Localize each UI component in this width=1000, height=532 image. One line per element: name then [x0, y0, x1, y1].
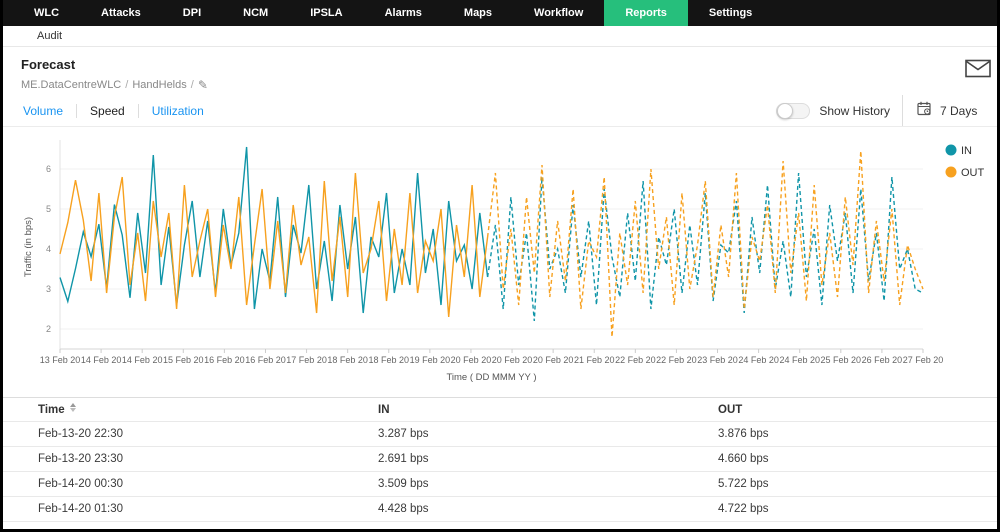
svg-text:Time ( DD MMM YY ): Time ( DD MMM YY ): [446, 372, 536, 383]
tab-utilization[interactable]: Utilization: [151, 103, 204, 118]
svg-text:16 Feb 20: 16 Feb 20: [204, 355, 245, 365]
table-row: Feb-13-20 23:30 2.691 bps 4.660 bps: [3, 447, 997, 472]
svg-text:IN: IN: [961, 145, 972, 157]
table-header-row: Time IN OUT: [3, 398, 997, 422]
column-header-out: OUT: [718, 403, 743, 416]
cell-time: Feb-13-20 22:30: [38, 428, 124, 440]
cell-out: 5.722 bps: [718, 478, 769, 490]
nav-item-maps[interactable]: Maps: [463, 7, 493, 19]
nav-item-ipsla[interactable]: IPSLA: [310, 7, 343, 19]
svg-text:4: 4: [46, 244, 51, 254]
svg-text:24 Feb 20: 24 Feb 20: [738, 355, 779, 365]
svg-text:26 Feb 20: 26 Feb 20: [862, 355, 903, 365]
nav-item-alarms[interactable]: Alarms: [384, 7, 422, 19]
cell-out: 4.722 bps: [718, 503, 769, 515]
svg-text:17 Feb 20: 17 Feb 20: [286, 355, 327, 365]
period-label: 7 Days: [940, 103, 978, 118]
svg-text:27 Feb 20: 27 Feb 20: [903, 355, 944, 365]
cell-time: Feb-14-20 00:30: [38, 478, 124, 490]
svg-text:19 Feb 20: 19 Feb 20: [410, 355, 451, 365]
svg-text:16 Feb 20: 16 Feb 20: [245, 355, 286, 365]
tab-volume[interactable]: Volume: [23, 103, 64, 118]
svg-text:22 Feb 20: 22 Feb 20: [656, 355, 697, 365]
breadcrumb-device[interactable]: ME.DataCentreWLC: [21, 79, 122, 91]
svg-text:21 Feb 20: 21 Feb 20: [574, 355, 615, 365]
svg-text:OUT: OUT: [961, 167, 985, 179]
table-row: Feb-14-20 01:30 4.428 bps 4.722 bps: [3, 497, 997, 522]
toggle-knob[interactable]: [777, 102, 794, 119]
toolbar: Volume Speed Utilization Show History: [3, 95, 997, 127]
mail-icon[interactable]: [965, 59, 991, 83]
nav-item-reports[interactable]: Reports: [604, 0, 688, 26]
calendar-icon: [917, 101, 932, 121]
svg-text:14 Feb 20: 14 Feb 20: [81, 355, 122, 365]
svg-text:23 Feb 20: 23 Feb 20: [697, 355, 738, 365]
svg-text:3: 3: [46, 284, 51, 294]
column-header-in: IN: [378, 403, 390, 416]
svg-text:Traffic (in bps): Traffic (in bps): [23, 217, 34, 277]
svg-text:18 Feb 20: 18 Feb 20: [327, 355, 368, 365]
svg-text:5: 5: [46, 204, 51, 214]
toolbar-controls: Show History 7 Days: [776, 95, 997, 126]
cell-time: Feb-13-20 23:30: [38, 453, 124, 465]
divider: [137, 103, 139, 118]
svg-text:13 Feb 20: 13 Feb 20: [40, 355, 81, 365]
cell-out: 3.876 bps: [718, 428, 769, 440]
svg-text:24 Feb 20: 24 Feb 20: [779, 355, 820, 365]
show-history-label: Show History: [819, 103, 890, 118]
tab-speed[interactable]: Speed: [90, 103, 125, 118]
divider: [76, 103, 78, 118]
subnav-item-audit[interactable]: Audit: [37, 30, 63, 42]
svg-text:6: 6: [46, 164, 51, 174]
forecast-chart[interactable]: 2 3 4 5 6 13 Feb 20 14 Feb 20 14 Feb 20 15 Feb 2…: [3, 127, 997, 397]
date-range-selector[interactable]: 7 Days: [902, 95, 997, 126]
show-history-toggle[interactable]: [776, 102, 811, 119]
cell-in: 4.428 bps: [378, 503, 429, 515]
forecast-table: Time IN OUT Feb-13-20 22:30 3.287 bps 3.…: [3, 397, 997, 522]
svg-text:15 Feb 20: 15 Feb 20: [163, 355, 204, 365]
nav-item-workflow[interactable]: Workflow: [534, 7, 584, 19]
nav-item-dpi[interactable]: DPI: [182, 7, 202, 19]
cell-in: 3.509 bps: [378, 478, 429, 490]
svg-text:20 Feb 20: 20 Feb 20: [451, 355, 492, 365]
svg-text:20 Feb 20: 20 Feb 20: [533, 355, 574, 365]
svg-text:20 Feb 20: 20 Feb 20: [492, 355, 533, 365]
edit-pencil-icon[interactable]: ✎: [197, 78, 208, 92]
nav-item-wlc[interactable]: WLC: [34, 7, 60, 19]
cell-time: Feb-14-20 01:30: [38, 503, 124, 515]
cell-out: 4.660 bps: [718, 453, 769, 465]
sub-nav: Audit: [3, 26, 997, 47]
table-row: Feb-14-20 00:30 3.509 bps 5.722 bps: [3, 472, 997, 497]
svg-text:22 Feb 20: 22 Feb 20: [615, 355, 656, 365]
nav-item-attacks[interactable]: Attacks: [101, 7, 141, 19]
svg-text:2: 2: [46, 324, 51, 334]
svg-text:25 Feb 20: 25 Feb 20: [821, 355, 862, 365]
top-nav: WLC Attacks DPI NCM IPSLA Alarms Maps Wo…: [3, 0, 997, 26]
svg-text:18 Feb 20: 18 Feb 20: [368, 355, 409, 365]
column-header-time[interactable]: Time: [3, 403, 343, 416]
nav-item-ncm[interactable]: NCM: [243, 7, 269, 19]
breadcrumb-group[interactable]: HandHelds: [132, 79, 187, 91]
page-title: Forecast: [21, 57, 76, 72]
nav-item-settings[interactable]: Settings: [708, 7, 753, 19]
cell-in: 2.691 bps: [378, 453, 429, 465]
page-header: Forecast ME.DataCentreWLC / HandHelds / ✎: [3, 47, 997, 95]
breadcrumb: ME.DataCentreWLC / HandHelds / ✎: [21, 78, 208, 92]
table-row: Feb-13-20 22:30 3.287 bps 3.876 bps: [3, 422, 997, 447]
sort-icon[interactable]: [69, 403, 76, 412]
svg-text:14 Feb 20: 14 Feb 20: [122, 355, 163, 365]
cell-in: 3.287 bps: [378, 428, 429, 440]
